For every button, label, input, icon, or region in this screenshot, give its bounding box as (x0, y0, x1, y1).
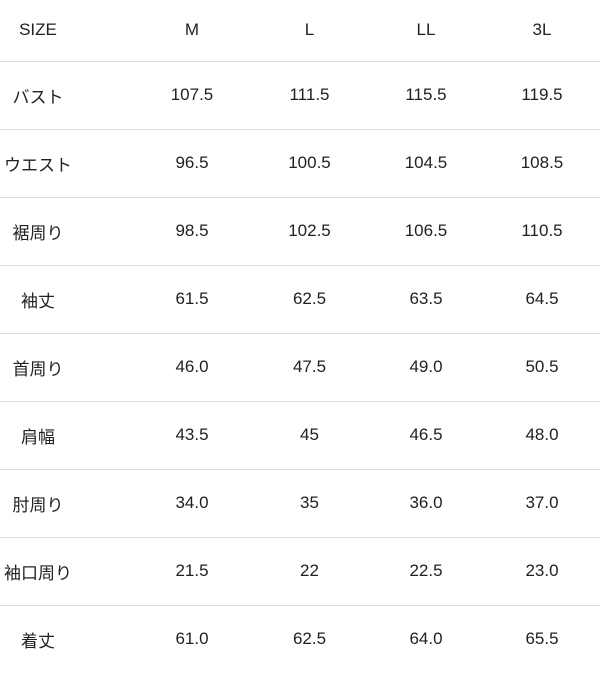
table-row-sleeve-length: 袖丈 61.5 62.5 63.5 64.5 (0, 265, 600, 334)
row-label-shoulder-width: 肩幅 (0, 401, 133, 470)
cell-hem-m: 98.5 (133, 197, 251, 266)
table-row-waist: ウエスト 96.5 100.5 104.5 108.5 (0, 129, 600, 198)
cell-body-length-m: 61.0 (175, 629, 209, 649)
cell-body-length-l: 62.5 (292, 629, 327, 649)
cell-body-length-ll: 64.0 (409, 629, 443, 649)
row-label-sleeve-length: 袖丈 (0, 265, 133, 334)
column-header-m: M (133, 0, 251, 62)
cell-bust-l: 111.5 (251, 61, 368, 130)
column-header-l: L (251, 0, 368, 62)
cell-sleeve-length-m: 61.5 (133, 265, 251, 334)
row-label-bust: バスト (0, 61, 133, 130)
cell-elbow-3l: 37.0 (484, 469, 600, 538)
table-row-hem: 裾周り 98.5 102.5 106.5 110.5 (0, 197, 600, 266)
column-header-ll: LL (368, 0, 484, 62)
row-label-hem: 裾周り (0, 197, 133, 266)
cell-sleeve-length-l: 62.5 (251, 265, 368, 334)
cell-elbow-ll: 36.0 (368, 469, 484, 538)
cell-waist-l: 100.5 (251, 129, 368, 198)
cell-neck-m: 46.0 (133, 333, 251, 402)
column-header-size: SIZE (0, 0, 133, 62)
cell-neck-ll: 49.0 (368, 333, 484, 402)
cell-shoulder-width-3l: 48.0 (484, 401, 600, 470)
table-row-cuff: 袖口周り 21.5 22 22.5 23.0 (0, 537, 600, 606)
cell-bust-ll: 115.5 (368, 61, 484, 130)
cell-elbow-m: 34.0 (133, 469, 251, 538)
table-row-neck: 首周り 46.0 47.5 49.0 50.5 (0, 333, 600, 402)
cell-elbow-l: 35 (251, 469, 368, 538)
cell-shoulder-width-m: 43.5 (133, 401, 251, 470)
row-label-elbow: 肘周り (0, 469, 133, 538)
table-row-body-length: 着丈 61.0 62.5 64.0 65.5 (0, 605, 600, 673)
header-row: SIZE M L LL 3L (0, 0, 600, 62)
cell-sleeve-length-3l: 64.5 (484, 265, 600, 334)
table-row-elbow: 肘周り 34.0 35 36.0 37.0 (0, 469, 600, 538)
cell-hem-l: 102.5 (251, 197, 368, 266)
row-label-waist: ウエスト (0, 129, 133, 198)
cell-waist-m: 96.5 (133, 129, 251, 198)
cell-cuff-3l: 23.0 (484, 537, 600, 606)
cell-waist-ll: 104.5 (368, 129, 484, 198)
cell-cuff-l: 22 (251, 537, 368, 606)
cell-neck-l: 47.5 (251, 333, 368, 402)
cell-cuff-ll: 22.5 (368, 537, 484, 606)
cell-hem-ll: 106.5 (368, 197, 484, 266)
cell-bust-m: 107.5 (133, 61, 251, 130)
row-label-body-length: 着丈 (21, 631, 55, 651)
cell-hem-3l: 110.5 (484, 197, 600, 266)
cell-bust-3l: 119.5 (484, 61, 600, 130)
row-label-neck: 首周り (0, 333, 133, 402)
column-header-3l: 3L (484, 0, 600, 62)
cell-waist-3l: 108.5 (484, 129, 600, 198)
table-row-bust: バスト 107.5 111.5 115.5 119.5 (0, 61, 600, 130)
cell-cuff-m: 21.5 (133, 537, 251, 606)
cell-neck-3l: 50.5 (484, 333, 600, 402)
cell-body-length-3l: 65.5 (525, 629, 559, 649)
row-label-cuff: 袖口周り (0, 537, 133, 606)
cell-shoulder-width-l: 45 (251, 401, 368, 470)
cell-sleeve-length-ll: 63.5 (368, 265, 484, 334)
cell-shoulder-width-ll: 46.5 (368, 401, 484, 470)
table-row-shoulder-width: 肩幅 43.5 45 46.5 48.0 (0, 401, 600, 470)
